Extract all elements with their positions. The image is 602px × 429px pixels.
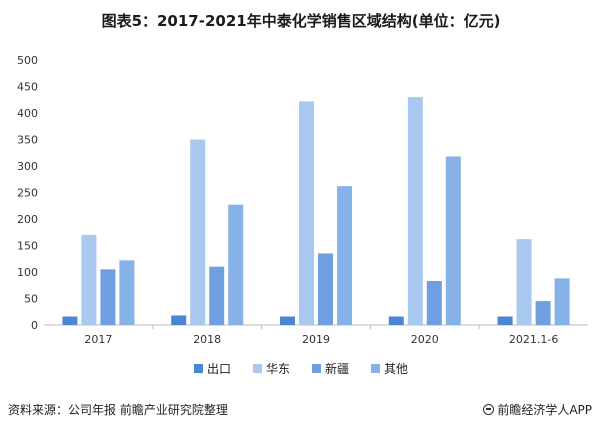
bar-华东-2021.1-6 <box>516 239 532 325</box>
y-tick-label: 400 <box>17 107 38 120</box>
bar-华东-2020 <box>407 97 423 325</box>
bar-其他-2021.1-6 <box>554 278 570 325</box>
brand-label: 前瞻经济学人APP <box>483 401 592 418</box>
legend-item: 新疆 <box>312 360 349 377</box>
brand-text: 前瞻经济学人APP <box>497 403 592 417</box>
bar-chart: 0 50 100 150 200 250 300 350 400 450 500 2017 2018 20… <box>17 54 588 346</box>
bar-新疆-2017 <box>100 269 116 325</box>
legend-swatch <box>312 364 321 373</box>
bar-其他-2020 <box>445 156 461 325</box>
x-tick-label: 2019 <box>302 333 330 346</box>
y-tick-label: 100 <box>17 266 38 279</box>
legend-label: 新疆 <box>325 362 350 376</box>
bar-出口-2021.1-6 <box>497 316 513 325</box>
bar-其他-2019 <box>337 186 352 325</box>
brand-logo-icon <box>483 404 495 415</box>
bar-新疆-2021.1-6 <box>535 301 551 325</box>
x-tick-label: 2017 <box>84 333 112 346</box>
bar-新疆-2020 <box>426 281 442 325</box>
bar-其他-2018 <box>228 204 244 325</box>
y-tick-label: 350 <box>17 134 38 147</box>
bar-出口-2020 <box>388 316 404 325</box>
legend-item: 其他 <box>371 360 408 377</box>
y-tick-label: 300 <box>17 160 38 173</box>
bar-新疆-2019 <box>318 253 333 325</box>
x-tick-label: 2018 <box>193 333 221 346</box>
legend-label: 华东 <box>265 362 290 376</box>
y-tick-label: 250 <box>17 187 38 200</box>
bar-其他-2017 <box>119 260 135 325</box>
x-tick-label: 2021.1-6 <box>509 333 558 346</box>
x-tick-label: 2020 <box>411 333 439 346</box>
bar-新疆-2018 <box>209 266 225 325</box>
y-tick-label: 200 <box>17 213 38 226</box>
legend-swatch <box>193 364 203 373</box>
bar-华东-2017 <box>81 234 97 325</box>
y-tick-label: 50 <box>24 293 38 306</box>
bar-出口-2019 <box>280 316 295 325</box>
source-note: 资料来源：公司年报 前瞻产业研究院整理 <box>8 403 228 417</box>
bar-华东-2019 <box>299 101 314 325</box>
legend-label: 其他 <box>384 362 409 376</box>
legend: 出口 华东 新疆 其他 <box>0 360 602 377</box>
legend-label: 出口 <box>206 362 231 376</box>
y-tick-label: 450 <box>17 81 38 94</box>
legend-item: 出口 <box>193 360 231 377</box>
y-tick-label: 0 <box>31 319 38 332</box>
y-tick-label: 500 <box>17 54 38 67</box>
bar-华东-2018 <box>190 139 206 325</box>
legend-swatch <box>371 364 381 373</box>
bar-出口-2017 <box>62 316 78 325</box>
legend-item: 华东 <box>252 360 290 377</box>
chart-title: 图表5：2017-2021年中泰化学销售区域结构(单位：亿元) <box>101 12 501 30</box>
y-tick-label: 150 <box>17 240 38 253</box>
legend-swatch <box>252 364 262 373</box>
footer: 资料来源：公司年报 前瞻产业研究院整理 前瞻经济学人APP <box>0 396 602 429</box>
bar-出口-2018 <box>171 315 187 325</box>
